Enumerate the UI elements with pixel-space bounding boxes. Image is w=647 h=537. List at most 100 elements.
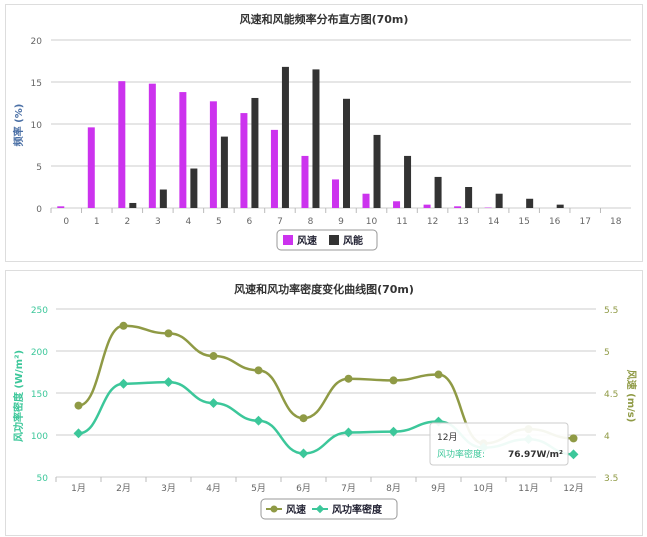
bar-speed: [362, 193, 370, 208]
data-point: [118, 378, 129, 389]
x-tick-label: 9月: [431, 483, 446, 494]
bar-speed: [332, 179, 339, 208]
bar-speed: [423, 204, 431, 208]
x-tick-label: 12: [427, 217, 438, 227]
data-point: [344, 374, 353, 383]
bar-energy: [129, 202, 137, 208]
legend-label: 风速: [286, 503, 306, 516]
legend-label: 风能: [343, 234, 363, 247]
y-tick-label: 15: [31, 79, 42, 89]
y-axis-right-label: 风速 (m/s): [625, 370, 638, 423]
chart-title: 风速和风能频率分布直方图(70m): [240, 12, 409, 26]
bar-speed: [118, 81, 126, 208]
legend-swatch: [329, 235, 339, 245]
bar-energy: [159, 189, 167, 208]
bar-energy: [404, 155, 412, 208]
x-tick-label: 14: [488, 217, 500, 227]
bar-speed: [179, 92, 187, 208]
x-tick-label: 6月: [296, 483, 311, 494]
y-tick-label: 100: [31, 432, 48, 442]
bar-energy: [220, 136, 228, 208]
tooltip-label: 风功率密度:: [437, 448, 485, 460]
x-tick-label: 15: [518, 217, 529, 227]
y-right-tick-label: 4: [604, 432, 610, 442]
x-tick-label: 5月: [251, 483, 266, 494]
legend: [276, 229, 378, 251]
x-tick-label: 12月: [563, 483, 583, 494]
bar-energy: [312, 69, 320, 209]
legend: [260, 498, 398, 520]
legend-label: 风功率密度: [332, 503, 383, 516]
data-point: [209, 352, 218, 361]
legend-swatch: [283, 235, 293, 245]
legend-marker: [315, 504, 325, 514]
x-tick-label: 11月: [518, 483, 538, 494]
bar-energy: [281, 66, 289, 208]
bar-energy: [556, 204, 564, 208]
data-point: [164, 329, 173, 338]
bar-speed: [148, 83, 156, 208]
bar-energy: [343, 98, 350, 208]
x-tick-label: 1: [94, 217, 100, 227]
histogram-panel: 风速和风能频率分布直方图(70m) 0 5 10 15 20 频率 (%) 0 1 2 3 4 5 6 7 8…: [5, 4, 643, 262]
bar-speed: [240, 113, 248, 208]
data-point: [343, 427, 354, 438]
data-point: [163, 377, 174, 388]
y-right-tick-label: 5.5: [604, 306, 618, 316]
x-tick-label: 11: [396, 217, 407, 227]
chart-title: 风速和风功率密度变化曲线图(70m): [234, 282, 414, 296]
legend-marker: [270, 505, 278, 513]
y-tick-label: 20: [31, 37, 43, 47]
bar-speed: [393, 201, 401, 208]
bar-speed: [87, 127, 95, 208]
x-tick-label: 16: [549, 217, 561, 227]
data-point: [208, 398, 219, 409]
bar-energy: [434, 176, 442, 208]
y-right-tick-label: 3.5: [604, 474, 618, 484]
bar-speed: [57, 206, 65, 208]
x-tick-label: 17: [579, 217, 590, 227]
x-tick-label: 4月: [206, 483, 221, 494]
x-tick-label: 18: [610, 217, 622, 227]
bar-energy: [495, 193, 503, 208]
bar-speed: [270, 129, 278, 208]
tooltip: [429, 422, 569, 466]
y-tick-label: 5: [36, 163, 42, 173]
x-tick-label: 8月: [386, 483, 401, 494]
x-tick-label: 6: [247, 217, 253, 227]
x-tick-label: 3: [155, 217, 161, 227]
x-tick-label: 2: [124, 217, 130, 227]
data-point: [434, 370, 443, 379]
line-chart: 风速和风功率密度变化曲线图(70m) 50 3.5 100 4 150 4.5 200 5 250…: [12, 282, 638, 520]
data-point: [73, 428, 84, 439]
data-point: [388, 426, 399, 437]
x-tick-label: 5: [216, 217, 222, 227]
bar-speed: [209, 101, 217, 208]
y-tick-label: 250: [31, 306, 48, 316]
x-tick-label: 1月: [71, 483, 86, 494]
y-axis-label: 频率 (%): [12, 104, 25, 147]
bar-energy: [251, 97, 259, 208]
tooltip-title: 12月: [437, 432, 457, 443]
bar-energy: [373, 134, 381, 208]
x-tick-label: 10月: [473, 483, 493, 494]
data-point: [298, 448, 309, 459]
x-tick-label: 10: [366, 217, 378, 227]
x-tick-label: 7: [277, 217, 283, 227]
y-tick-label: 0: [36, 205, 42, 215]
bar-speed: [301, 155, 309, 208]
bar-energy: [190, 168, 198, 208]
bar-energy: [465, 187, 473, 208]
bar-energy: [526, 198, 534, 208]
data-point: [568, 449, 579, 460]
x-tick-label: 0: [63, 217, 69, 227]
y-right-tick-label: 4.5: [604, 390, 618, 400]
y-tick-label: 10: [31, 121, 43, 131]
data-point: [119, 321, 128, 330]
y-tick-label: 200: [31, 348, 48, 358]
data-point: [299, 414, 308, 423]
x-tick-label: 4: [186, 217, 192, 227]
x-tick-label: 13: [457, 217, 468, 227]
y-tick-label: 150: [31, 390, 48, 400]
